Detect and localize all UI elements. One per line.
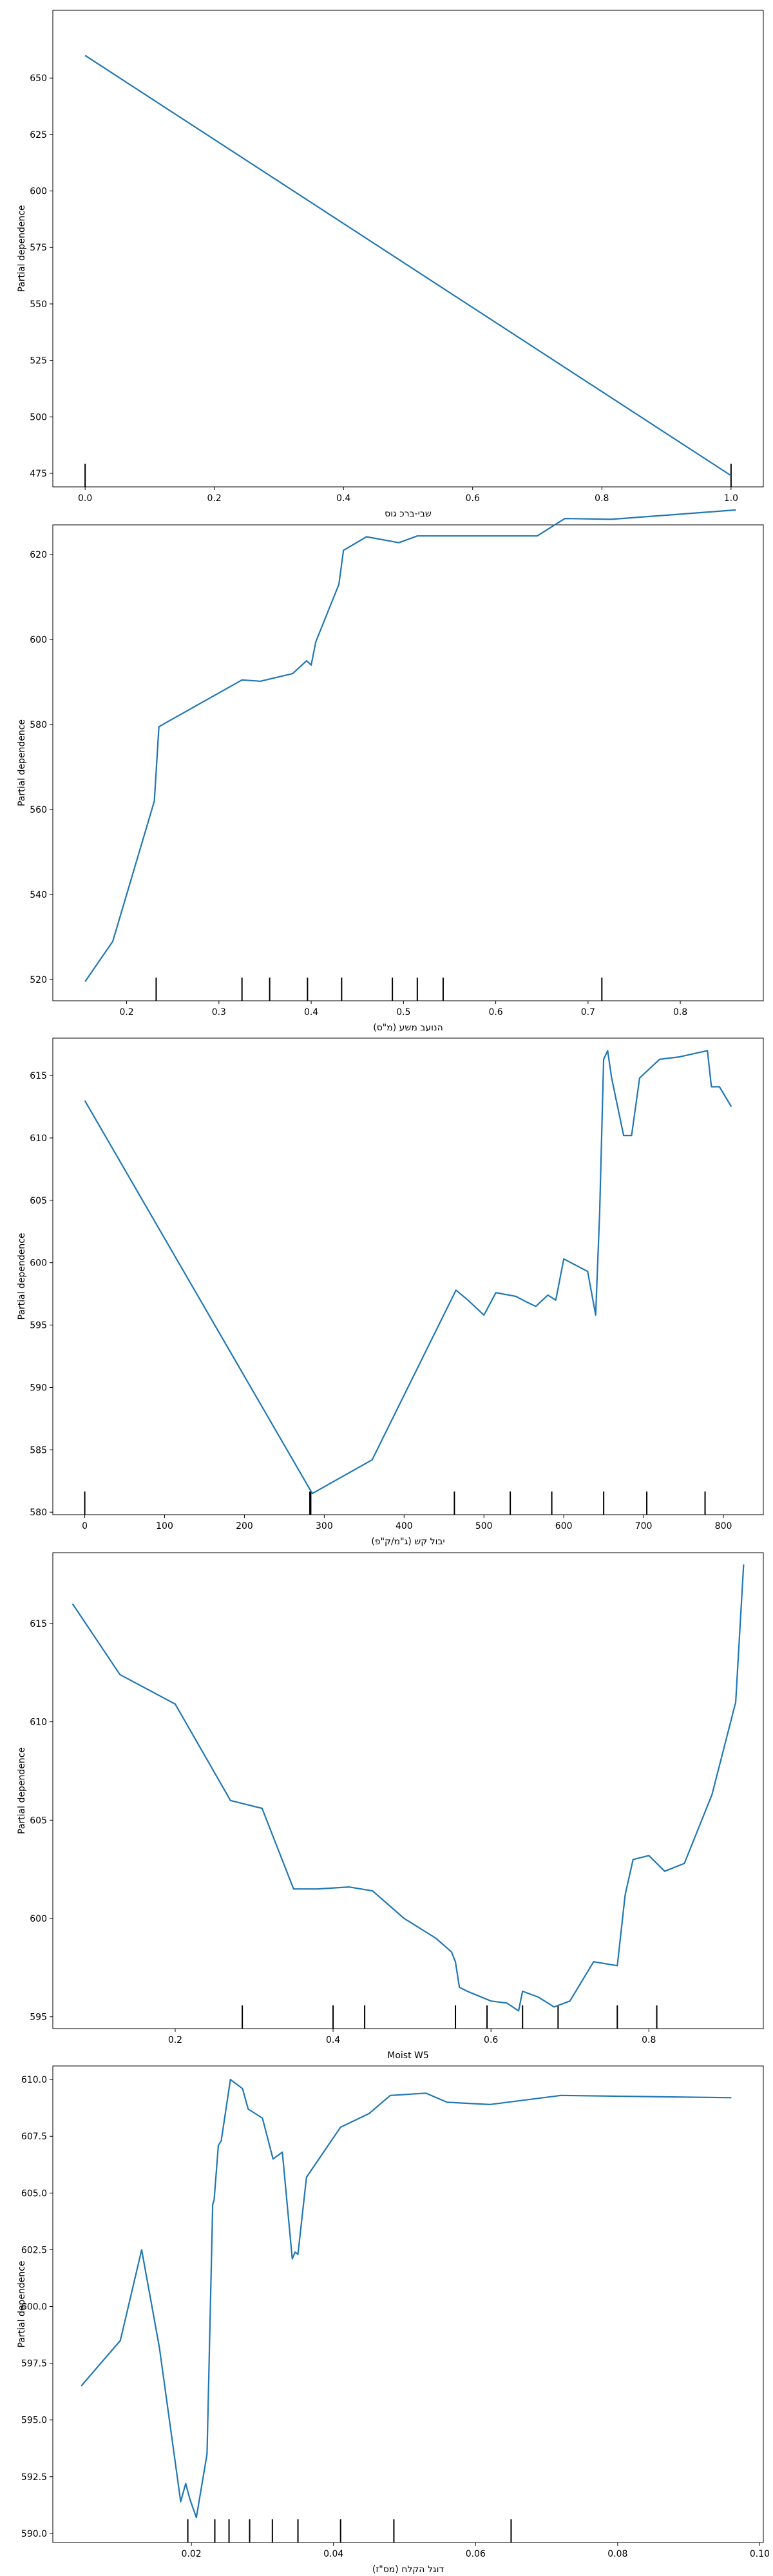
x-tick-label: 0.4 — [336, 493, 350, 504]
x-tick-label: 0.6 — [488, 1007, 502, 1018]
y-tick-label: 590 — [30, 1383, 47, 1393]
y-tick-label: 525 — [30, 356, 47, 366]
x-tick-label: 0.2 — [207, 493, 222, 504]
y-tick-label: 605.0 — [21, 2188, 47, 2199]
x-axis-label: (מ"ס) הנועב משע — [373, 1023, 443, 1033]
y-tick-label: 605 — [30, 1815, 47, 1826]
x-tick-label: 100 — [156, 1521, 173, 1531]
y-tick-label: 600 — [30, 1258, 47, 1269]
x-tick-label: 0.2 — [119, 1007, 133, 1018]
x-tick-label: 600 — [555, 1521, 573, 1531]
partial-dependence-line — [72, 1564, 745, 2012]
x-tick-label: 0.02 — [181, 2549, 201, 2559]
x-tick-label: 0.3 — [212, 1007, 226, 1018]
x-tick-label: 0.8 — [673, 1007, 687, 1018]
partial-dependence-line — [84, 1050, 732, 1495]
plot-frame — [52, 1037, 764, 1515]
x-tick-label: 0.8 — [595, 493, 609, 504]
y-tick-label: 600 — [30, 1914, 47, 1924]
y-axis-label: Partial dependence — [17, 1747, 27, 1834]
x-tick-label: 0.6 — [466, 493, 480, 504]
y-tick-label: 607.5 — [21, 2132, 47, 2142]
y-tick-label: 610 — [30, 1718, 47, 1728]
y-tick-label: 590.0 — [21, 2529, 47, 2539]
x-tick-label: 0.4 — [326, 2035, 340, 2045]
x-tick-label: 0.8 — [642, 2035, 656, 2045]
y-tick-label: 560 — [30, 805, 47, 815]
y-tick-label: 610 — [30, 1133, 47, 1144]
plot-frame — [52, 2065, 764, 2543]
x-axis-label: Moist W5 — [387, 2050, 429, 2061]
y-tick-label: 595 — [30, 2012, 47, 2023]
x-tick-label: 0.7 — [581, 1007, 595, 1018]
y-axis-label: Partial dependence — [17, 719, 27, 806]
x-tick-label: 0.10 — [750, 2549, 770, 2559]
y-tick-label: 615 — [30, 1619, 47, 1629]
y-tick-label: 600 — [30, 635, 47, 645]
y-tick-label: 605 — [30, 1196, 47, 1206]
x-tick-label: 0.04 — [323, 2549, 343, 2559]
x-tick-label: 0.0 — [78, 493, 92, 504]
y-tick-label: 585 — [30, 1445, 47, 1455]
y-tick-label: 595 — [30, 1321, 47, 1331]
x-tick-label: 500 — [475, 1521, 493, 1531]
y-tick-label: 592.5 — [21, 2472, 47, 2483]
x-axis-label: (מס"ז) דוגל הקלח — [372, 2564, 444, 2575]
y-tick-label: 650 — [30, 73, 47, 84]
y-tick-label: 610.0 — [21, 2075, 47, 2085]
partial-dependence-line — [84, 509, 736, 982]
x-tick-label: 700 — [635, 1521, 653, 1531]
y-tick-label: 595.0 — [21, 2416, 47, 2426]
x-tick-label: 300 — [316, 1521, 333, 1531]
x-tick-label: 0.2 — [168, 2035, 182, 2045]
chart-panel-4: 0.2 0.4 0.6 0.8 595 600 605 610 615 Moist W5 Parti… — [17, 1552, 764, 2061]
y-tick-label: 540 — [30, 890, 47, 900]
y-axis-label: Partial dependence — [17, 205, 27, 292]
partial-dependence-line — [84, 55, 732, 477]
x-tick-label: 0.4 — [304, 1007, 318, 1018]
y-tick-label: 602.5 — [21, 2245, 47, 2255]
y-tick-label: 520 — [30, 975, 47, 985]
partial-dependence-line — [81, 2079, 732, 2519]
x-tick-label: 400 — [396, 1521, 413, 1531]
plot-frame — [52, 10, 764, 488]
y-tick-label: 597.5 — [21, 2359, 47, 2369]
x-tick-label: 0.6 — [484, 2035, 498, 2045]
y-tick-label: 580 — [30, 1508, 47, 1518]
y-tick-label: 620 — [30, 550, 47, 560]
chart-panel-1: 0.0 0.2 0.4 0.6 0.8 1.0 475 500 525 550 575 600 625 6… — [17, 10, 764, 519]
chart-panel-3: 0 100 200 300 400 500 600 700 800 580 585 590 595 600… — [17, 1037, 764, 1547]
x-axis-label: שבי-ברכ גוס — [385, 509, 432, 519]
y-tick-label: 600.0 — [21, 2302, 47, 2313]
chart-panel-5: 0.02 0.04 0.06 0.08 0.10 590.0 592.5 595.0 597.5… — [17, 2065, 770, 2575]
chart-panel-2: 0.2 0.3 0.4 0.5 0.6 0.7 0.8 520 540 560 580 600 620 (… — [17, 509, 764, 1033]
y-tick-label: 600 — [30, 187, 47, 197]
y-axis-label: Partial dependence — [17, 1233, 27, 1320]
y-axis-label: Partial dependence — [17, 2260, 27, 2347]
y-tick-label: 500 — [30, 412, 47, 422]
y-tick-label: 580 — [30, 720, 47, 730]
x-tick-label: 0 — [82, 1521, 88, 1531]
plot-frame — [52, 1552, 764, 2029]
x-axis-label: (ג"מ/ק"פ) יבול קש — [371, 1537, 444, 1547]
x-tick-label: 0.5 — [396, 1007, 410, 1018]
plot-frame — [52, 524, 764, 1001]
x-tick-label: 0.06 — [466, 2549, 486, 2559]
x-tick-label: 800 — [715, 1521, 732, 1531]
y-tick-label: 625 — [30, 130, 47, 140]
y-tick-label: 575 — [30, 243, 47, 253]
x-tick-label: 0.08 — [607, 2549, 627, 2559]
x-tick-label: 1.0 — [724, 493, 738, 504]
x-tick-label: 200 — [236, 1521, 253, 1531]
y-tick-label: 550 — [30, 299, 47, 310]
y-tick-label: 615 — [30, 1071, 47, 1081]
y-tick-label: 475 — [30, 469, 47, 479]
